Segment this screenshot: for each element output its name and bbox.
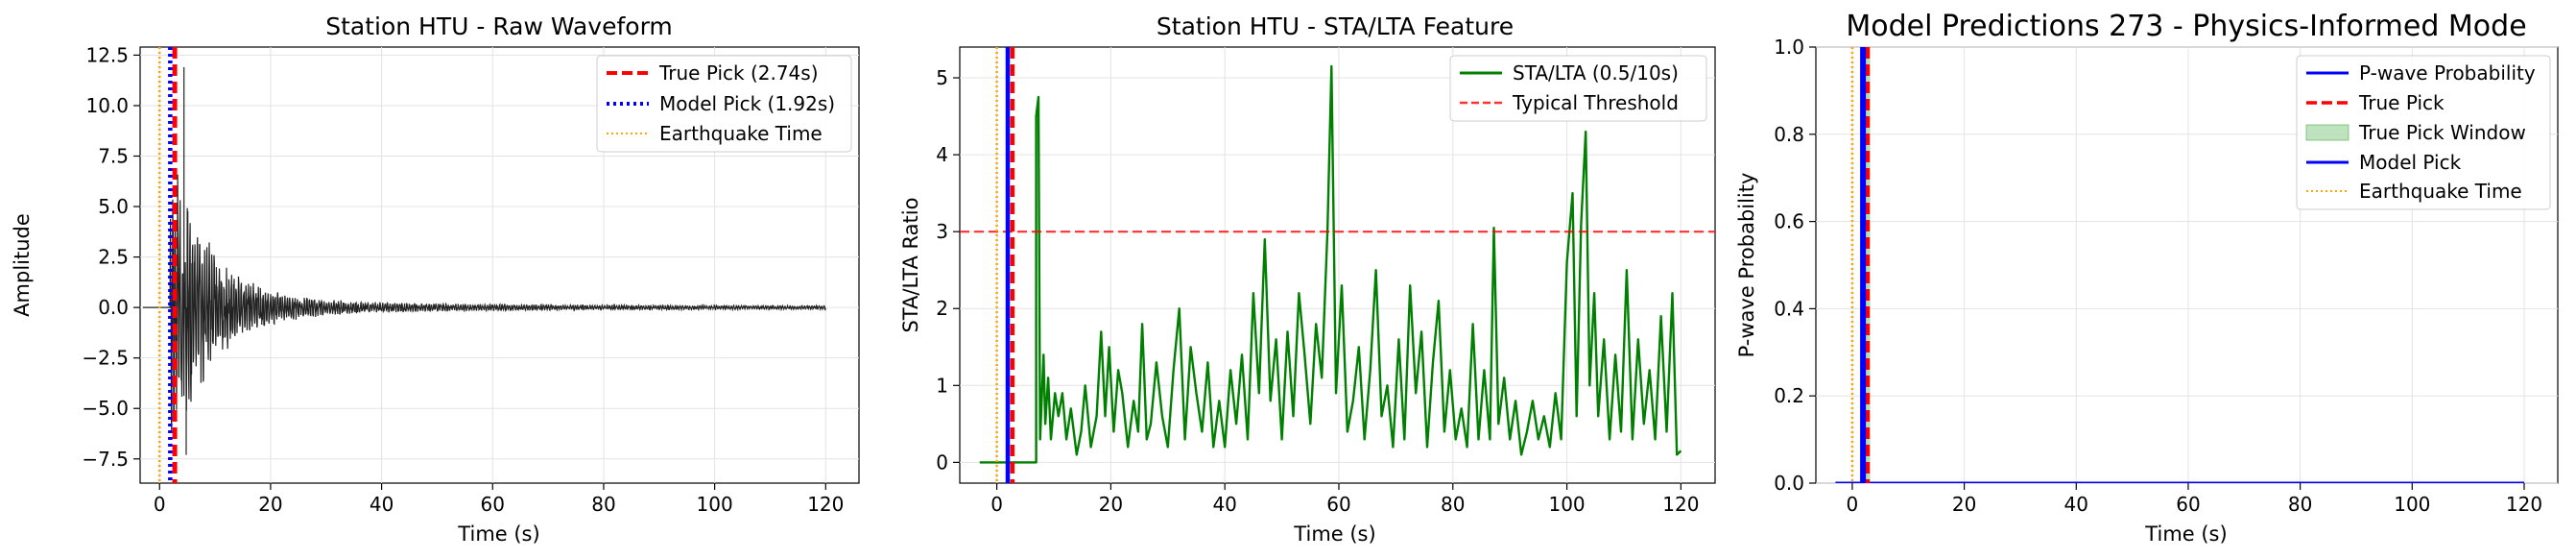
y-tick-label: 0.0 — [1774, 472, 1804, 495]
x-tick-label: 20 — [258, 493, 282, 516]
data-layer — [142, 47, 826, 483]
y-tick-label: −5.0 — [82, 397, 129, 420]
x-tick-label: 20 — [1099, 493, 1123, 516]
legend-window-swatch — [2305, 124, 2349, 141]
y-tick-label: 0.2 — [1774, 384, 1804, 407]
y-tick-label: 3 — [936, 220, 948, 243]
legend-model-pick: Model Pick — [2359, 151, 2462, 174]
legend-sta-lta: STA/LTA (0.5/10s) — [1513, 61, 1679, 85]
data-layer — [1835, 47, 2524, 483]
y-ticks: 0.0 0.2 0.4 0.6 0.8 1.0 — [1774, 36, 1816, 495]
x-axis-label: Time (s) — [457, 523, 539, 546]
x-tick-label: 60 — [481, 493, 505, 516]
legend-box — [596, 55, 852, 153]
x-tick-label: 20 — [1952, 493, 1976, 516]
predictions-panel: 0 20 40 60 80 100 120 0.0 0.2 0.4 0.6 0.8 1.0 Model… — [1735, 10, 2559, 546]
y-tick-label: 2 — [936, 297, 948, 320]
x-tick-label: 80 — [1441, 493, 1465, 516]
x-axis-label: Time (s) — [2144, 523, 2227, 546]
x-tick-label: 80 — [591, 493, 615, 516]
y-tick-label: 0.6 — [1774, 210, 1804, 233]
legend-earthquake-time: Earthquake Time — [2359, 180, 2522, 203]
y-axis-label: P-wave Probability — [1735, 173, 1758, 358]
y-tick-label: 0.4 — [1774, 297, 1804, 320]
y-tick-label: 2.5 — [98, 246, 129, 269]
legend-window: True Pick Window — [2358, 121, 2526, 144]
grid — [140, 47, 859, 483]
x-tick-label: 0 — [990, 493, 1003, 516]
chart-title: Station HTU - STA/LTA Feature — [1157, 12, 1514, 40]
y-tick-label: 12.5 — [85, 43, 129, 66]
y-tick-label: 1 — [936, 374, 948, 397]
y-axis-label: STA/LTA Ratio — [899, 198, 922, 333]
x-tick-label: 100 — [1548, 493, 1585, 516]
sta-lta-line — [979, 64, 1682, 464]
x-tick-label: 0 — [1847, 493, 1859, 516]
y-ticks: −7.5 −5.0 −2.5 0.0 2.5 5.0 7.5 10.0 12.5 — [82, 43, 140, 471]
legend: P-wave Probability True Pick True Pick W… — [2296, 55, 2551, 210]
x-tick-label: 120 — [807, 493, 844, 516]
legend: True Pick (2.74s) Model Pick (1.92s) Ear… — [596, 55, 852, 153]
y-tick-label: −7.5 — [82, 448, 129, 471]
y-tick-label: 0 — [936, 450, 948, 474]
y-tick-label: 0.0 — [98, 296, 129, 319]
y-tick-label: 0.8 — [1774, 123, 1804, 146]
y-tick-label: −2.5 — [82, 347, 129, 370]
x-tick-label: 100 — [697, 493, 733, 516]
x-tick-label: 40 — [2064, 493, 2088, 516]
x-tick-label: 60 — [1326, 493, 1350, 516]
x-tick-label: 40 — [1212, 493, 1236, 516]
y-tick-label: 7.5 — [98, 145, 129, 168]
legend-threshold: Typical Threshold — [1512, 91, 1679, 114]
legend-earthquake-time: Earthquake Time — [659, 122, 823, 145]
x-tick-label: 100 — [2394, 493, 2430, 516]
legend-probability: P-wave Probability — [2359, 61, 2536, 85]
x-ticks: 0 20 40 60 80 100 120 — [1847, 483, 2542, 516]
legend: STA/LTA (0.5/10s) Typical Threshold — [1449, 55, 1707, 122]
legend-true-pick: True Pick (2.74s) — [658, 61, 819, 85]
sta-lta-panel: 0 20 40 60 80 100 120 0 1 2 3 4 5 Station HTU - STA… — [899, 12, 1716, 546]
x-ticks: 0 20 40 60 80 100 120 — [990, 483, 1699, 516]
x-ticks: 0 20 40 60 80 100 120 — [154, 483, 844, 516]
y-tick-label: 10.0 — [85, 94, 129, 117]
y-tick-label: 4 — [936, 143, 948, 166]
waveform-panel: 0 20 40 60 80 100 120 −7.5 −5.0 −2.5 0.0 2.5 5.0 7.5… — [11, 12, 860, 546]
y-tick-label: 5.0 — [98, 195, 129, 218]
x-tick-label: 120 — [2506, 493, 2542, 516]
x-tick-label: 40 — [370, 493, 394, 516]
chart-title: Model Predictions 273 - Physics-Informed… — [1846, 10, 2526, 43]
legend-box — [2296, 55, 2551, 210]
legend-true-pick: True Pick — [2358, 91, 2445, 114]
x-axis-label: Time (s) — [1293, 523, 1375, 546]
waveform-line — [142, 174, 826, 430]
x-tick-label: 120 — [1662, 493, 1699, 516]
x-tick-label: 60 — [2176, 493, 2200, 516]
legend-box — [1449, 55, 1707, 122]
x-tick-label: 0 — [154, 493, 166, 516]
y-tick-label: 5 — [936, 66, 948, 89]
y-tick-label: 1.0 — [1774, 36, 1804, 59]
y-axis-label: Amplitude — [11, 213, 34, 317]
chart-title: Station HTU - Raw Waveform — [325, 12, 673, 40]
y-ticks: 0 1 2 3 4 5 — [936, 66, 960, 474]
x-tick-label: 80 — [2288, 493, 2312, 516]
data-layer — [960, 47, 1715, 483]
legend-model-pick: Model Pick (1.92s) — [659, 92, 835, 115]
